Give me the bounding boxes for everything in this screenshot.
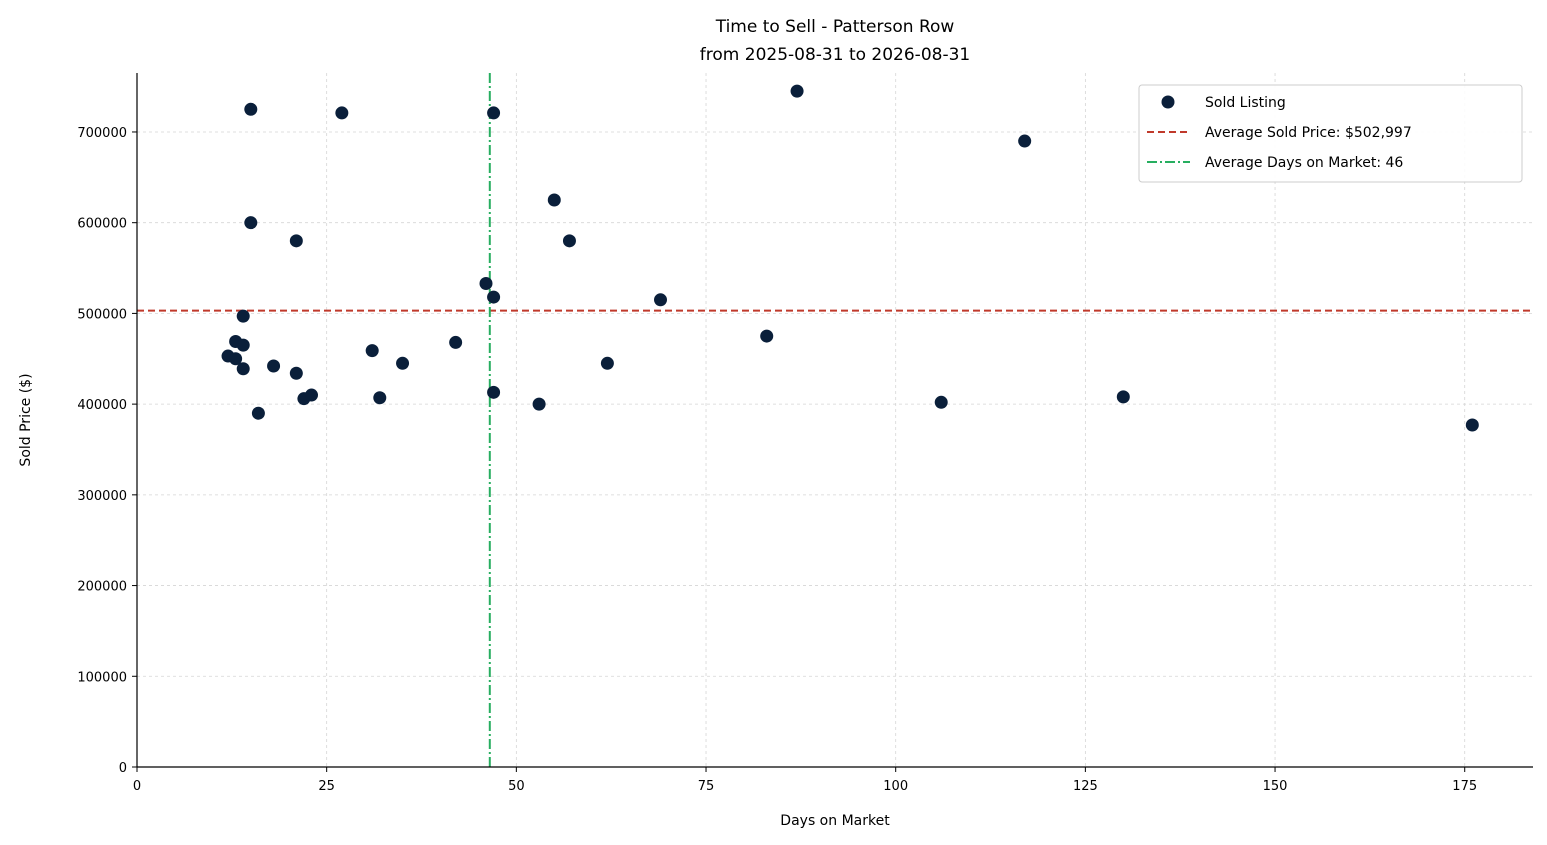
x-tick-label: 0 — [133, 779, 141, 794]
x-tick-label: 125 — [1073, 779, 1098, 794]
sold-listing-point — [396, 356, 410, 370]
legend: Sold Listing Average Sold Price: $502,99… — [1138, 84, 1523, 183]
sold-listing-point — [934, 395, 948, 409]
y-ticks: 0 100000 200000 300000 400000 500000 600000 700… — [77, 126, 137, 776]
chart-title: Time to Sell - Patterson Row — [715, 17, 955, 37]
sold-listing-point — [289, 234, 303, 248]
sold-listing-point — [335, 106, 349, 120]
chart-subtitle: from 2025-08-31 to 2026-08-31 — [700, 45, 970, 65]
sold-listing-point — [1465, 418, 1479, 432]
sold-listing-point — [289, 366, 303, 380]
sold-listing-point — [365, 344, 379, 358]
sold-listing-point — [654, 293, 667, 307]
sold-listing-point — [532, 397, 546, 411]
x-ticks: 0 25 50 75 100 125 150 175 — [133, 767, 1477, 794]
y-tick-label: 300000 — [77, 489, 127, 504]
legend-label-avg-days: Average Days on Market: 46 — [1205, 155, 1403, 171]
x-tick-label: 75 — [698, 779, 715, 794]
sold-listing-point — [251, 406, 265, 420]
legend-box — [1138, 84, 1523, 183]
sold-listing-point — [373, 391, 387, 405]
x-axis-title: Days on Market — [780, 813, 890, 829]
sold-listing-point — [600, 356, 614, 370]
sold-listing-point — [236, 338, 250, 352]
y-tick-label: 400000 — [77, 398, 127, 413]
sold-listing-point — [760, 329, 774, 343]
y-tick-label: 200000 — [77, 580, 127, 595]
sold-listing-point — [236, 362, 250, 376]
sold-listing-point — [562, 234, 576, 248]
sold-listing-point — [267, 359, 281, 373]
x-tick-label: 150 — [1263, 779, 1288, 794]
sold-listing-point — [449, 335, 463, 349]
sold-listing-point — [487, 290, 501, 304]
reference-lines — [137, 73, 1533, 767]
sold-listing-point — [790, 84, 804, 98]
sold-listing-point — [236, 309, 250, 323]
legend-marker-sold-listing — [1161, 95, 1175, 109]
data-points — [221, 84, 1479, 432]
x-tick-label: 100 — [883, 779, 908, 794]
sold-listing-point — [1018, 134, 1032, 148]
sold-listing-point — [229, 352, 243, 366]
sold-listing-point — [244, 216, 258, 230]
x-tick-label: 50 — [508, 779, 525, 794]
sold-listing-point — [487, 106, 501, 120]
legend-label-sold-listing: Sold Listing — [1205, 95, 1286, 111]
y-tick-label: 500000 — [77, 307, 127, 322]
y-tick-label: 100000 — [77, 670, 127, 685]
x-tick-label: 175 — [1452, 779, 1477, 794]
y-tick-label: 600000 — [77, 217, 127, 232]
x-tick-label: 25 — [318, 779, 335, 794]
sold-listing-point — [244, 102, 258, 116]
sold-listing-point — [487, 385, 501, 399]
sold-listing-point — [305, 388, 318, 402]
grid-lines — [137, 73, 1533, 767]
sold-listing-point — [1116, 390, 1130, 404]
legend-label-avg-price: Average Sold Price: $502,997 — [1205, 125, 1412, 141]
sold-listing-point — [547, 193, 561, 207]
axes — [136, 73, 1533, 768]
y-axis-title: Sold Price ($) — [18, 373, 34, 466]
y-tick-label: 700000 — [77, 126, 127, 141]
y-tick-label: 0 — [119, 761, 127, 776]
sold-listing-point — [479, 276, 493, 290]
